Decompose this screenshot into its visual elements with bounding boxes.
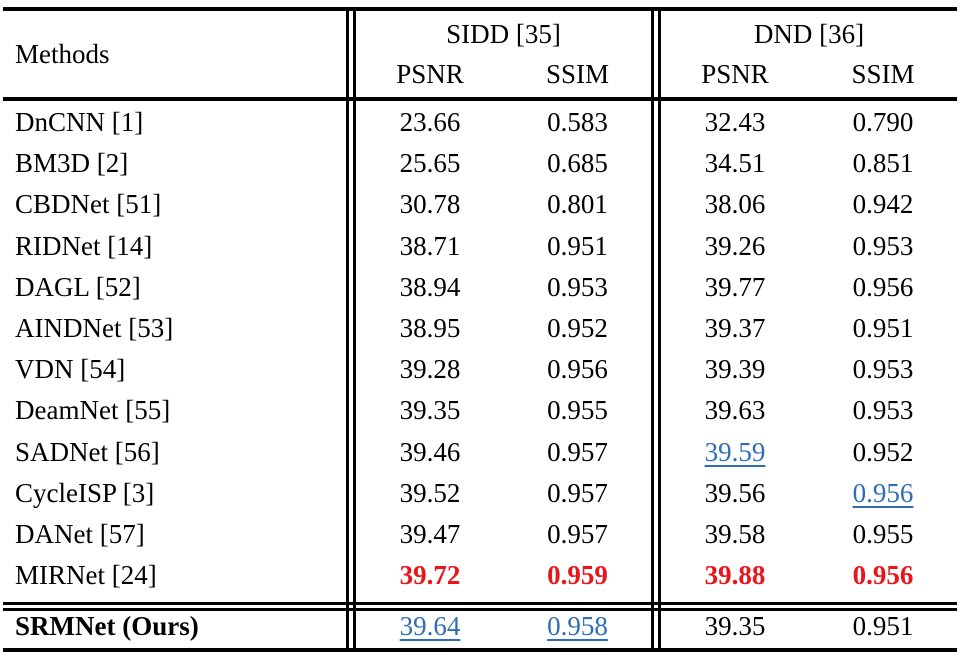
best-value: 0.959 bbox=[547, 560, 608, 590]
rule-header bbox=[3, 97, 957, 101]
cell-dnd-psnr: 39.26 bbox=[704, 231, 766, 261]
cell-dnd-ssim: 0.952 bbox=[852, 437, 914, 467]
cell-method: MIRNet [24] bbox=[15, 560, 157, 590]
ours-method: SRMNet (Ours) bbox=[15, 611, 199, 641]
cell-sidd-ssim: 0.951 bbox=[547, 231, 608, 261]
cell-sidd-ssim: 0.685 bbox=[547, 148, 608, 178]
cell-dnd-ssim: 0.956 bbox=[852, 272, 914, 302]
ours-sidd-ssim-value: 0.958 bbox=[547, 611, 608, 641]
ours-sidd-psnr-value: 39.64 bbox=[399, 611, 461, 641]
cell-sidd-psnr: 38.71 bbox=[399, 231, 461, 261]
cell-dnd-ssim: 0.956 bbox=[809, 560, 957, 590]
cell-sidd-ssim: 0.583 bbox=[547, 107, 608, 137]
rule-before-ours-2 bbox=[3, 608, 957, 611]
cell-dnd-psnr: 39.77 bbox=[704, 272, 766, 302]
cell-sidd-psnr: 39.28 bbox=[399, 354, 461, 384]
cell-dnd-psnr: 39.56 bbox=[704, 478, 766, 508]
cell-sidd-psnr: 39.52 bbox=[399, 478, 461, 508]
cell-dnd-ssim: 0.953 bbox=[852, 231, 914, 261]
best-value: 39.72 bbox=[399, 560, 461, 590]
cell-dnd-psnr: 39.63 bbox=[704, 395, 766, 425]
cell-sidd-ssim: 0.959 bbox=[504, 560, 651, 590]
rule-bottom bbox=[3, 648, 957, 652]
cell-dnd-psnr: 34.51 bbox=[704, 148, 766, 178]
second-best-value: 39.59 bbox=[704, 437, 766, 467]
vrule-group-2 bbox=[658, 7, 661, 652]
cell-dnd-psnr: 39.58 bbox=[704, 519, 766, 549]
header-dnd-psnr: PSNR bbox=[701, 59, 769, 89]
second-best-value: 0.956 bbox=[852, 478, 914, 508]
cell-sidd-ssim: 0.955 bbox=[547, 395, 608, 425]
cell-dnd-psnr: 39.59 bbox=[661, 437, 809, 467]
header-sidd-psnr: PSNR bbox=[396, 59, 464, 89]
cell-sidd-ssim: 0.801 bbox=[547, 189, 608, 219]
cell-dnd-psnr: 39.39 bbox=[704, 354, 766, 384]
cell-sidd-psnr: 39.35 bbox=[399, 395, 461, 425]
cell-sidd-psnr: 39.72 bbox=[356, 560, 504, 590]
cell-dnd-psnr: 39.88 bbox=[661, 560, 809, 590]
cell-sidd-psnr: 38.94 bbox=[399, 272, 461, 302]
cell-method: RIDNet [14] bbox=[15, 231, 153, 261]
results-table: Methods SIDD [35] DND [36] PSNR SSIM PSN… bbox=[3, 7, 957, 652]
cell-sidd-psnr: 30.78 bbox=[399, 189, 461, 219]
cell-dnd-ssim: 0.851 bbox=[852, 148, 914, 178]
ours-dnd-psnr: 39.35 bbox=[704, 611, 766, 641]
cell-method: CycleISP [3] bbox=[15, 478, 155, 508]
cell-method: DnCNN [1] bbox=[15, 107, 144, 137]
cell-sidd-psnr: 25.65 bbox=[399, 148, 461, 178]
cell-sidd-ssim: 0.957 bbox=[547, 478, 608, 508]
cell-sidd-ssim: 0.957 bbox=[547, 437, 608, 467]
cell-sidd-psnr: 39.47 bbox=[399, 519, 461, 549]
cell-dnd-ssim: 0.790 bbox=[852, 107, 914, 137]
cell-dnd-ssim: 0.951 bbox=[852, 313, 914, 343]
cell-dnd-psnr: 38.06 bbox=[704, 189, 766, 219]
cell-sidd-ssim: 0.952 bbox=[547, 313, 608, 343]
header-group-dnd: DND [36] bbox=[753, 19, 865, 49]
cell-dnd-ssim: 0.956 bbox=[809, 478, 957, 508]
vrule-group-1 bbox=[651, 7, 654, 652]
ours-sidd-psnr: 39.64 bbox=[356, 611, 504, 641]
cell-dnd-psnr: 39.37 bbox=[704, 313, 766, 343]
cell-sidd-psnr: 23.66 bbox=[399, 107, 461, 137]
header-dnd-ssim: SSIM bbox=[851, 59, 915, 89]
best-value: 39.88 bbox=[704, 560, 766, 590]
rule-top bbox=[3, 7, 957, 11]
cell-sidd-ssim: 0.953 bbox=[547, 272, 608, 302]
cell-sidd-psnr: 38.95 bbox=[399, 313, 461, 343]
cell-method: BM3D [2] bbox=[15, 148, 129, 178]
header-sidd-ssim: SSIM bbox=[545, 59, 610, 89]
cell-method: DAGL [52] bbox=[15, 272, 141, 302]
header-methods: Methods bbox=[15, 39, 110, 69]
best-value: 0.956 bbox=[852, 560, 914, 590]
cell-method: DANet [57] bbox=[15, 519, 145, 549]
rule-before-ours bbox=[3, 602, 957, 605]
header-group-sidd: SIDD [35] bbox=[446, 19, 561, 49]
ours-sidd-ssim: 0.958 bbox=[504, 611, 651, 641]
cell-method: AINDNet [53] bbox=[15, 313, 174, 343]
cell-dnd-ssim: 0.955 bbox=[852, 519, 914, 549]
cell-method: CBDNet [51] bbox=[15, 189, 162, 219]
cell-dnd-ssim: 0.953 bbox=[852, 354, 914, 384]
cell-method: SADNet [56] bbox=[15, 437, 160, 467]
cell-dnd-ssim: 0.953 bbox=[852, 395, 914, 425]
cell-dnd-psnr: 32.43 bbox=[704, 107, 766, 137]
cell-method: DeamNet [55] bbox=[15, 395, 171, 425]
vrule-methods-1 bbox=[346, 7, 349, 652]
ours-dnd-ssim: 0.951 bbox=[852, 611, 914, 641]
cell-sidd-ssim: 0.956 bbox=[547, 354, 608, 384]
vrule-methods-2 bbox=[353, 7, 356, 652]
cell-sidd-psnr: 39.46 bbox=[399, 437, 461, 467]
cell-method: VDN [54] bbox=[15, 354, 126, 384]
cell-sidd-ssim: 0.957 bbox=[547, 519, 608, 549]
cell-dnd-ssim: 0.942 bbox=[852, 189, 914, 219]
